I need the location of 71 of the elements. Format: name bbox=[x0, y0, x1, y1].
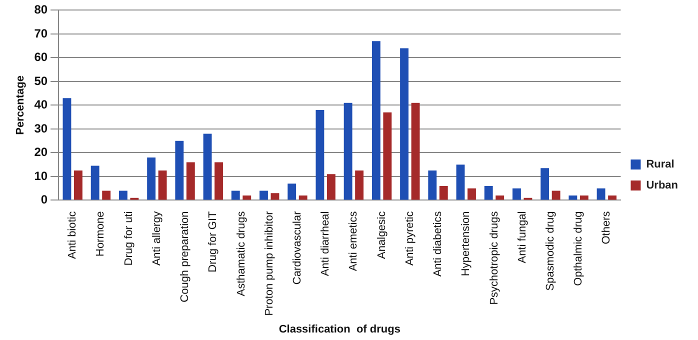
bar bbox=[242, 195, 252, 200]
bar bbox=[175, 140, 184, 200]
bar bbox=[383, 112, 392, 200]
bar bbox=[372, 41, 380, 200]
bar bbox=[540, 168, 550, 200]
x-tick-label: Hypertension bbox=[460, 211, 472, 276]
x-tick-label: Opthalmic drug bbox=[572, 211, 585, 286]
bar bbox=[90, 166, 100, 200]
bar bbox=[355, 170, 364, 200]
bar bbox=[411, 102, 420, 200]
x-tick-label: Others bbox=[600, 210, 613, 244]
bar bbox=[608, 195, 617, 200]
bar bbox=[496, 195, 504, 200]
bar bbox=[344, 102, 352, 200]
x-tick-label: Anti biotic bbox=[66, 210, 79, 259]
x-tick-label: Proton pump inhibitor bbox=[263, 210, 276, 316]
bar bbox=[102, 190, 111, 200]
x-tick-label: Asthamatic drugs bbox=[235, 210, 248, 296]
x-tick-label: Anti diarrheal bbox=[320, 211, 332, 276]
bar bbox=[596, 188, 606, 200]
bar bbox=[118, 190, 128, 200]
bar bbox=[158, 170, 167, 200]
x-tick-label: Cough preparation bbox=[179, 211, 192, 302]
bar bbox=[214, 162, 223, 200]
x-tick-label: Anti diabetics bbox=[432, 210, 444, 277]
x-tick-label: Analgesic bbox=[376, 210, 388, 259]
y-tick-label: 50 bbox=[34, 74, 48, 88]
y-tick-label: 70 bbox=[34, 26, 48, 40]
x-tick-label: Drug for uti bbox=[122, 211, 135, 266]
y-tick-label: 60 bbox=[34, 50, 48, 64]
y-tick-label: 30 bbox=[34, 121, 48, 136]
y-tick-label: 10 bbox=[34, 168, 48, 183]
x-tick-label: Anti pyretic bbox=[404, 210, 416, 266]
y-tick-label: 80 bbox=[34, 2, 48, 17]
y-tick-label: 20 bbox=[34, 145, 48, 160]
bar bbox=[62, 98, 72, 200]
bar bbox=[203, 134, 212, 200]
x-axis-title: Classification of drugs bbox=[278, 323, 400, 336]
bar bbox=[428, 170, 437, 200]
bar bbox=[468, 188, 476, 200]
bar bbox=[439, 186, 448, 200]
bar bbox=[260, 190, 268, 200]
bar bbox=[270, 193, 280, 200]
x-tick-label: Anti fungal bbox=[516, 211, 528, 264]
x-tick-label: Anti emetics bbox=[348, 210, 360, 272]
bar bbox=[74, 170, 82, 200]
legend-label: Urban bbox=[646, 180, 678, 192]
bar bbox=[568, 195, 578, 200]
bar bbox=[316, 110, 324, 200]
x-tick-label: Hormone bbox=[94, 211, 107, 256]
bar bbox=[512, 188, 521, 200]
bar bbox=[456, 164, 465, 200]
bar bbox=[288, 184, 296, 200]
bar bbox=[298, 195, 308, 200]
y-axis-title: Percentage bbox=[14, 76, 27, 135]
bar bbox=[484, 186, 493, 200]
x-tick-label: Spasmodic drug bbox=[544, 211, 556, 291]
bar bbox=[400, 48, 408, 200]
x-tick-label: Drug for GIT bbox=[207, 210, 220, 272]
y-tick-label: 40 bbox=[34, 98, 48, 112]
bar bbox=[186, 162, 195, 200]
legend-label: Rural bbox=[646, 158, 674, 171]
bar bbox=[580, 195, 588, 200]
x-tick-label: Cardiovascular bbox=[292, 210, 304, 285]
bar bbox=[147, 157, 156, 200]
y-tick-label: 0 bbox=[40, 192, 48, 207]
x-tick-label: Psychotropic drugs bbox=[488, 210, 500, 305]
bar bbox=[326, 174, 336, 200]
bar bbox=[231, 190, 240, 200]
x-tick-label: Anti allergy bbox=[150, 210, 163, 266]
bar bbox=[552, 190, 560, 200]
